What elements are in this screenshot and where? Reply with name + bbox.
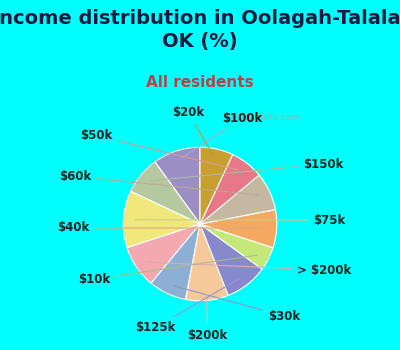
Text: $75k: $75k — [135, 214, 345, 227]
Wedge shape — [123, 191, 200, 248]
Wedge shape — [151, 224, 200, 299]
Wedge shape — [186, 224, 228, 301]
Wedge shape — [200, 210, 277, 248]
Text: Income distribution in Oolagah-Talala,
OK (%): Income distribution in Oolagah-Talala, O… — [0, 9, 400, 51]
Wedge shape — [200, 147, 233, 224]
Text: $200k: $200k — [188, 294, 228, 342]
Text: $60k: $60k — [60, 170, 258, 195]
Text: ⓘ City-Data.com: ⓘ City-Data.com — [228, 113, 300, 122]
Text: $40k: $40k — [57, 221, 265, 234]
Text: $10k: $10k — [78, 255, 258, 286]
Text: $20k: $20k — [172, 106, 213, 156]
Wedge shape — [200, 224, 262, 295]
Wedge shape — [200, 175, 276, 224]
Text: $100k: $100k — [182, 112, 262, 158]
Text: All residents: All residents — [146, 75, 254, 90]
Text: $30k: $30k — [174, 286, 300, 323]
Wedge shape — [200, 155, 259, 224]
Wedge shape — [200, 224, 273, 269]
Wedge shape — [127, 224, 200, 283]
Text: $150k: $150k — [151, 158, 343, 181]
Wedge shape — [155, 147, 200, 224]
Text: $125k: $125k — [135, 279, 239, 334]
Wedge shape — [130, 162, 200, 224]
Text: > $200k: > $200k — [147, 262, 352, 276]
Text: $50k: $50k — [80, 129, 239, 170]
